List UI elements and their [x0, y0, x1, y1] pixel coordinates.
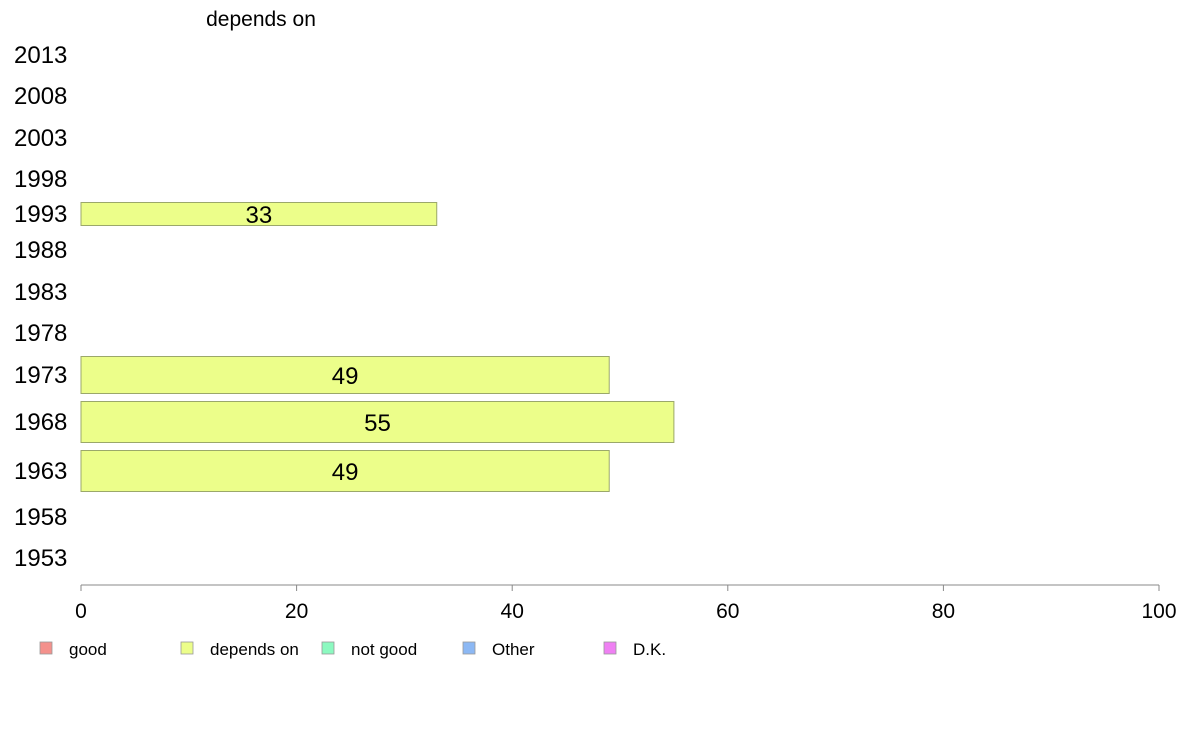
y-tick-label: 1953: [14, 545, 67, 572]
y-tick-label: 1958: [14, 504, 67, 531]
bar: [80, 450, 610, 492]
legend-label: D.K.: [633, 640, 666, 659]
y-tick-label: 1968: [14, 409, 67, 436]
x-axis: 0 20 40 60 80 100: [75, 584, 1177, 623]
legend-swatch: [39, 641, 53, 655]
y-tick-label: 2013: [14, 42, 67, 69]
y-tick-label: 1978: [14, 320, 67, 347]
x-tick-label: 100: [1141, 600, 1176, 623]
legend-swatch: [321, 641, 335, 655]
y-tick-label: 2003: [14, 125, 67, 152]
bar-value-label: 33: [246, 202, 273, 229]
x-tick-label: 0: [75, 600, 87, 623]
y-tick-label: 2008: [14, 83, 67, 110]
bar-value-label: 55: [364, 410, 391, 437]
y-tick-label: 1983: [14, 279, 67, 306]
legend-label: Other: [492, 640, 535, 659]
y-tick-label: 1963: [14, 458, 67, 485]
legend-swatch: [603, 641, 617, 655]
x-tick-label: 60: [716, 600, 739, 623]
bar: [80, 202, 438, 226]
x-tick-label: 40: [501, 600, 524, 623]
bar: [80, 356, 610, 394]
x-tick-label: 80: [932, 600, 955, 623]
legend-swatch: [462, 641, 476, 655]
legend-label: depends on: [210, 640, 299, 659]
y-axis-labels: 2013 2008 2003 1998 1993 1988 1983 1978 1973 1968…: [14, 42, 67, 572]
chart-title: depends on: [206, 8, 316, 31]
bar: [80, 401, 675, 443]
x-tick-label: 20: [285, 600, 308, 623]
legend-swatch: [180, 641, 194, 655]
y-tick-label: 1998: [14, 166, 67, 193]
legend: good depends on not good Other D.K.: [39, 640, 666, 659]
bar-value-label: 49: [332, 363, 359, 390]
y-tick-label: 1993: [14, 201, 67, 228]
legend-label: not good: [351, 640, 417, 659]
legend-label: good: [69, 640, 107, 659]
y-tick-label: 1973: [14, 362, 67, 389]
y-tick-label: 1988: [14, 237, 67, 264]
bar-value-label: 49: [332, 459, 359, 486]
